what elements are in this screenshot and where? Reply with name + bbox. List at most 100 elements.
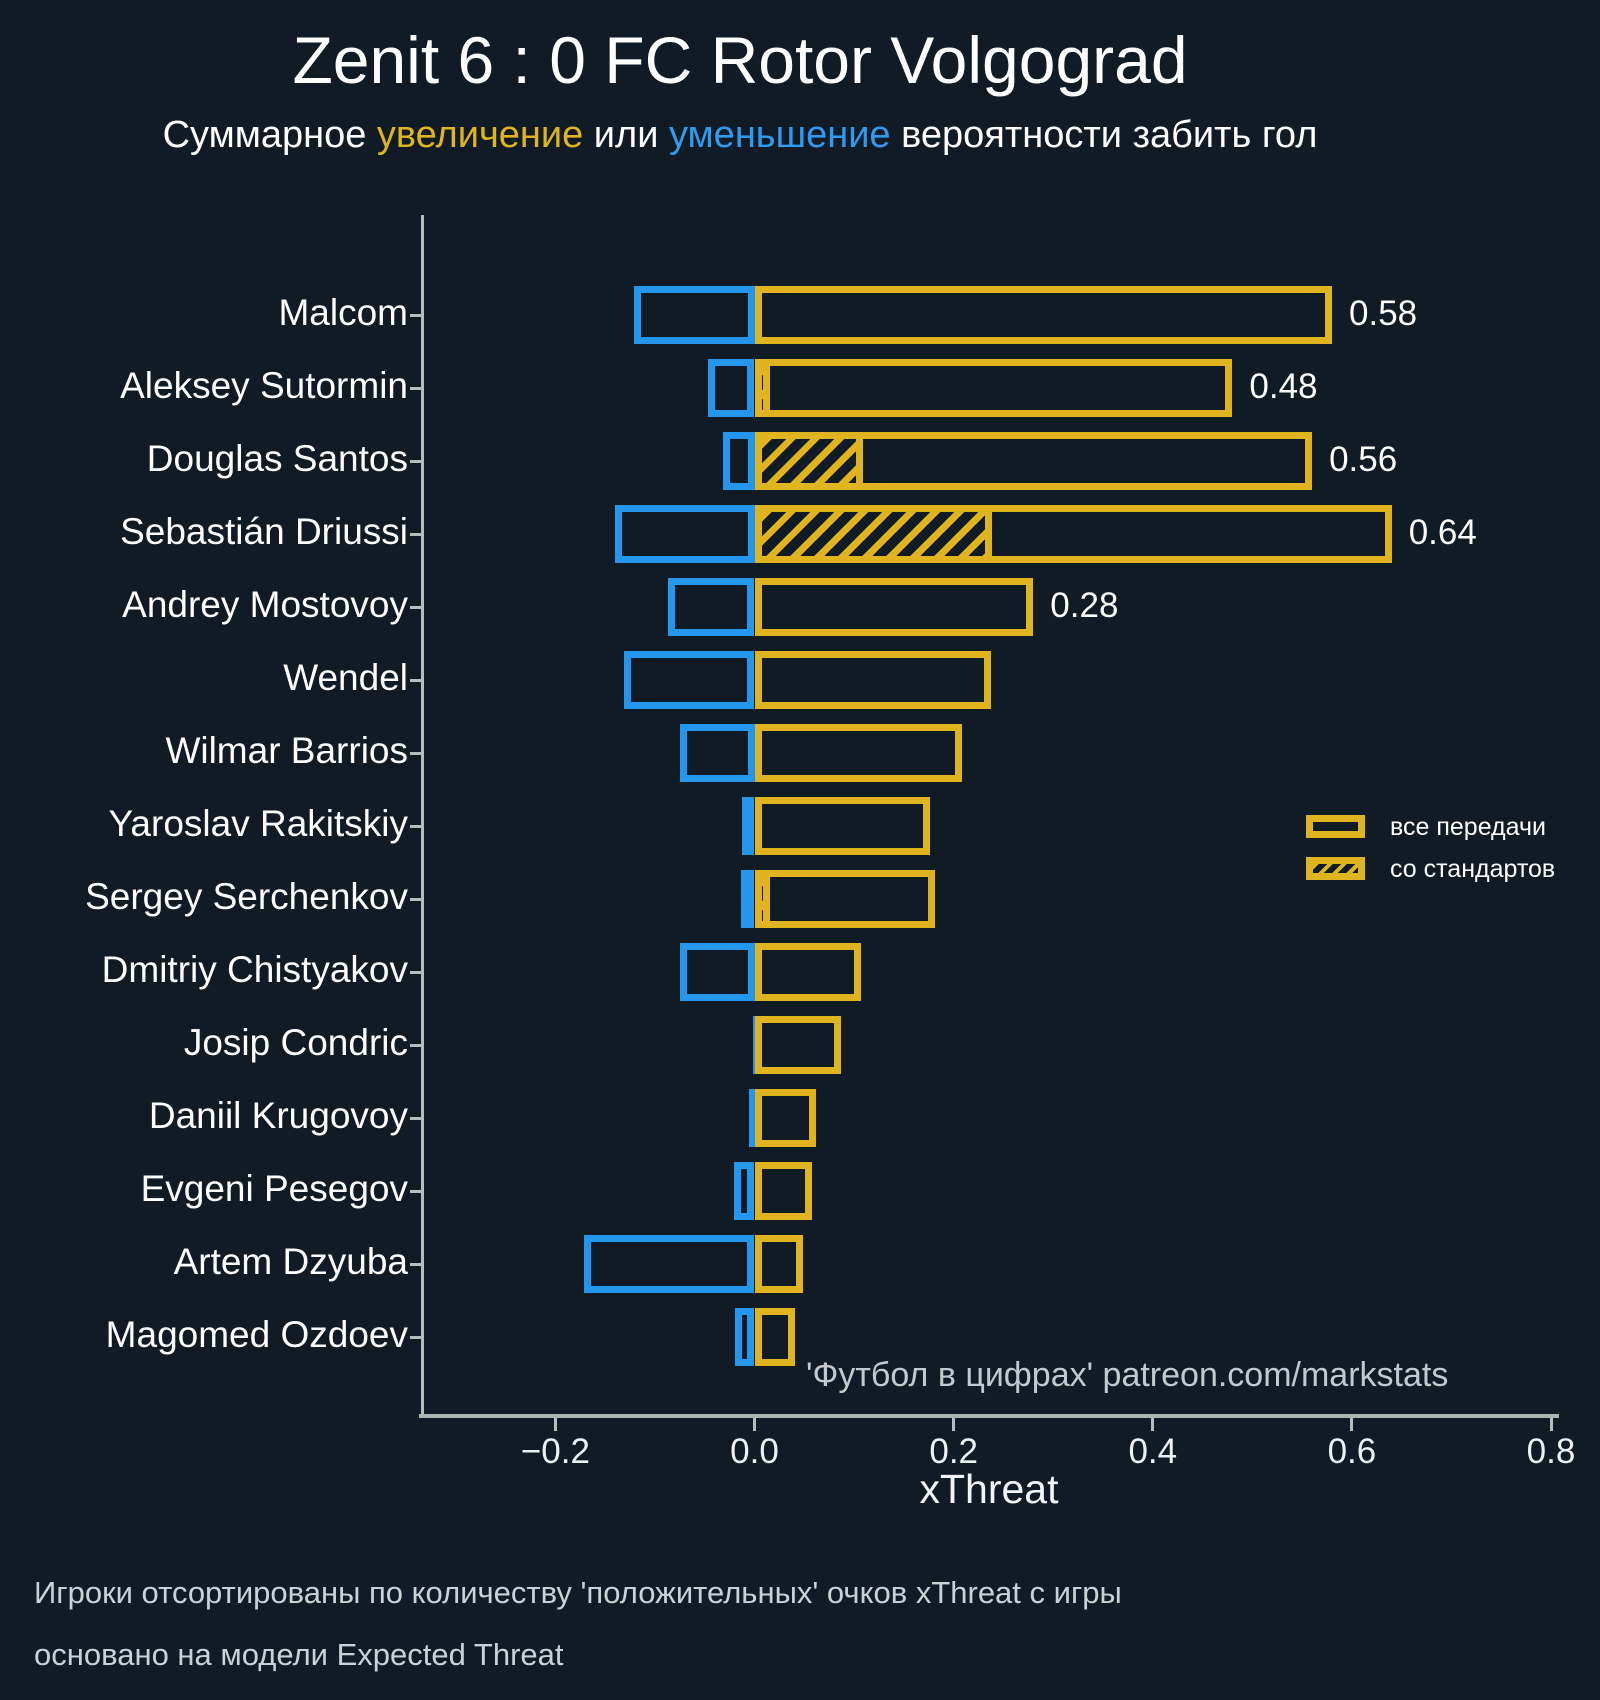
subtitle-increase-word: увеличение (376, 114, 584, 156)
bar-positive (754, 1308, 796, 1366)
x-tick (1549, 1418, 1553, 1431)
plot-area: 0.58 0.48 0.56 0.64 0.28 (423, 215, 1555, 1414)
bar-negative (741, 797, 755, 855)
bar-negative (752, 1016, 755, 1074)
bar-negative (734, 1308, 755, 1366)
player-name: Sergey Serchenkov (85, 876, 408, 917)
bar-negative (615, 505, 755, 563)
chart-subtitle: Суммарное увеличение или уменьшение веро… (0, 114, 1480, 157)
subtitle-part3: вероятности забить гол (890, 114, 1318, 156)
bar-negative (584, 1235, 755, 1293)
bar-negative (634, 286, 755, 344)
player-name: Josip Condric (183, 1022, 408, 1063)
bar-positive (754, 359, 1233, 417)
player-name: Malcom (278, 292, 408, 333)
bar-value-label: 0.28 (1050, 586, 1119, 625)
player-name: Daniil Krugovoy (148, 1095, 408, 1136)
x-tick-label: 0.2 (929, 1432, 979, 1471)
outlined-bar-swatch-icon (1306, 815, 1365, 838)
subtitle-part1: Суммарное (162, 114, 377, 156)
bar-setpiece (754, 505, 992, 563)
chart-header: Zenit 6 : 0 FC Rotor Volgograd Суммарное… (0, 0, 1480, 157)
x-tick (1151, 1418, 1155, 1431)
player-name: Douglas Santos (146, 438, 408, 479)
bar-positive (754, 870, 935, 928)
bar-positive (754, 1162, 813, 1220)
y-tick (410, 1044, 422, 1047)
x-axis-spine (419, 1414, 1559, 1418)
bar-negative (748, 1089, 755, 1147)
y-tick (410, 1190, 422, 1193)
chart-title: Zenit 6 : 0 FC Rotor Volgograd (292, 23, 1188, 97)
bar-negative (722, 432, 755, 490)
y-tick (410, 606, 422, 609)
bar-negative (707, 359, 755, 417)
bar-value-label: 0.48 (1249, 367, 1318, 406)
player-name: Andrey Mostovoy (122, 584, 408, 625)
y-tick (410, 387, 422, 390)
bar-positive (754, 651, 991, 709)
bar-positive (754, 1089, 817, 1147)
legend-label: все передачи (1390, 813, 1546, 841)
bar-setpiece (754, 870, 771, 928)
bar-positive (754, 1235, 804, 1293)
bar-value-label: 0.58 (1349, 294, 1418, 333)
bar-setpiece (754, 432, 863, 490)
bar-positive (754, 578, 1034, 636)
x-tick-label: 0.8 (1526, 1432, 1576, 1471)
y-tick (410, 1117, 422, 1120)
y-tick (410, 679, 422, 682)
footer-line2: основано на модели Expected Threat (34, 1637, 564, 1672)
y-tick (410, 314, 422, 317)
bar-setpiece (754, 359, 771, 417)
bar-positive (754, 943, 861, 1001)
x-tick (1350, 1418, 1354, 1431)
y-tick (410, 1336, 422, 1339)
subtitle-decrease-word: уменьшение (668, 114, 891, 156)
y-tick (410, 752, 422, 755)
y-tick (410, 533, 422, 536)
player-name: Evgeni Pesegov (140, 1168, 408, 1209)
bar-negative (679, 943, 755, 1001)
attribution-text: 'Футбол в цифрах' patreon.com/markstats (806, 1356, 1449, 1394)
player-name: Wendel (283, 657, 408, 698)
legend-label: со стандартов (1390, 855, 1556, 883)
bar-negative (679, 724, 755, 782)
y-tick (410, 460, 422, 463)
x-axis-label: xThreat (919, 1466, 1059, 1512)
y-tick (410, 825, 422, 828)
player-name: Wilmar Barrios (165, 730, 408, 771)
x-tick (952, 1418, 956, 1431)
player-name: Aleksey Sutormin (120, 365, 408, 406)
player-name: Yaroslav Rakitskiy (108, 803, 408, 844)
bar-value-label: 0.64 (1408, 513, 1477, 552)
footer-note: Игроки отсортированы по количеству 'поло… (34, 1575, 1122, 1673)
bar-value-label: 0.56 (1329, 440, 1398, 479)
bar-negative (624, 651, 755, 709)
x-tick-label: 0.6 (1327, 1432, 1377, 1471)
y-tick (410, 971, 422, 974)
footer-line1: Игроки отсортированы по количеству 'поло… (34, 1575, 1122, 1610)
y-tick (410, 1263, 422, 1266)
x-tick (553, 1418, 557, 1431)
bar-positive (754, 797, 930, 855)
bar-positive (754, 724, 962, 782)
subtitle-part2: или (583, 114, 669, 156)
player-name: Magomed Ozdoev (105, 1314, 408, 1355)
bar-positive (754, 1016, 842, 1074)
bar-negative (667, 578, 755, 636)
x-tick-label: −0.2 (520, 1432, 590, 1471)
player-name: Dmitriy Chistyakov (101, 949, 408, 990)
player-name: Sebastián Driussi (120, 511, 408, 552)
bar-negative (733, 1162, 755, 1220)
bar-negative (740, 870, 755, 928)
y-axis-spine (421, 215, 424, 1418)
x-tick (753, 1418, 756, 1431)
y-tick (410, 898, 422, 901)
bar-positive (754, 286, 1332, 344)
hatched-bar-swatch-icon (1306, 857, 1365, 880)
x-tick-label: 0.0 (730, 1432, 779, 1471)
player-name: Artem Dzyuba (173, 1241, 408, 1282)
x-tick-label: 0.4 (1128, 1432, 1178, 1471)
